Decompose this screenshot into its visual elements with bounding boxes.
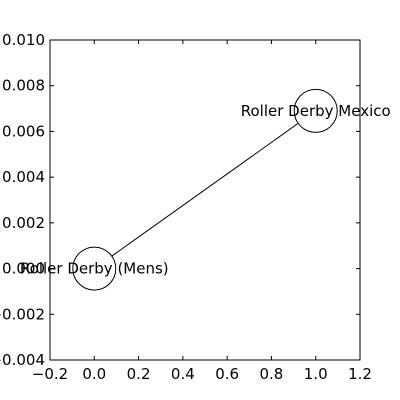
node-mexico <box>293 88 338 133</box>
y-tick-label: −0.004 <box>0 351 45 369</box>
node-label-mens: Roller Derby (Mens) <box>20 260 169 278</box>
node-mens <box>72 246 117 291</box>
x-tick-label: 0.4 <box>171 365 195 383</box>
x-tick-label: −0.2 <box>32 365 68 383</box>
axis-ticks: −0.2 0.0 0.2 0.4 0.6 0.8 1.0 1.2 0.010 0.008 0.006… <box>0 31 372 383</box>
nodes <box>72 88 338 291</box>
node-label-mexico: Roller Derby Mexico <box>241 102 391 120</box>
y-tick-label: 0.002 <box>2 214 45 232</box>
x-tick-label: 0.6 <box>215 365 239 383</box>
y-tick-label: 0.008 <box>2 77 45 95</box>
y-tick-label: 0.006 <box>2 122 45 140</box>
y-tick-label: −0.002 <box>0 305 45 323</box>
edges <box>93 110 317 269</box>
y-tick-label: 0.004 <box>2 168 45 186</box>
edge-line <box>93 110 317 269</box>
plot-area <box>49 39 361 361</box>
x-tick-label: 0.2 <box>127 365 151 383</box>
plot-frame <box>49 39 361 361</box>
node-labels: Roller Derby (Mens) Roller Derby Mexico <box>20 102 391 278</box>
y-tick-label: 0.000 <box>2 260 45 278</box>
x-tick-label: 0.8 <box>259 365 283 383</box>
x-tick-label: 1.2 <box>348 365 372 383</box>
x-tick-label: 0.0 <box>82 365 106 383</box>
x-tick-label: 1.0 <box>304 365 328 383</box>
y-tick-label: 0.010 <box>2 31 45 49</box>
